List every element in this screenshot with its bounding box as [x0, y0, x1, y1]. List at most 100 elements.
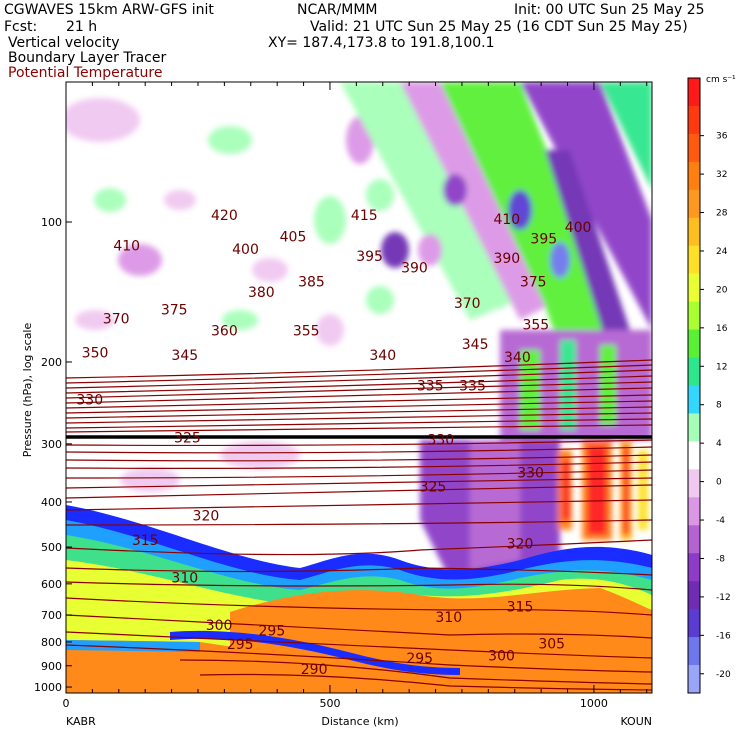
header-field-vertical-velocity: Vertical velocity [8, 35, 120, 51]
x-tick-label: 500 [319, 697, 340, 710]
boundary-layer-tracer [66, 505, 652, 693]
x-axis-left-station: KABR [66, 715, 96, 728]
colorbar-swatch [688, 665, 700, 694]
theta-contour-label: 355 [293, 324, 320, 340]
colorbar-swatch [688, 385, 700, 414]
header-model: CGWAVES 15km ARW-GFS init [4, 2, 214, 18]
theta-contour-label: 400 [232, 242, 259, 258]
colorbar-swatch [688, 581, 700, 610]
colorbar-label: 32 [716, 170, 727, 180]
y-tick-label: 100 [41, 216, 62, 229]
theta-contours [66, 359, 652, 691]
plot-frame [65, 81, 653, 694]
colorbar-swatch [688, 245, 700, 275]
y-tick-label: 300 [41, 438, 62, 451]
header-field-bl-tracer: Boundary Layer Tracer [8, 50, 167, 66]
theta-contour-label: 295 [227, 637, 254, 653]
header-xy: XY= 187.4,173.8 to 191.8,100.1 [268, 35, 495, 51]
header-valid: Valid: 21 UTC Sun 25 May 25 (16 CDT Sun … [310, 19, 688, 35]
header-init: Init: 00 UTC Sun 25 May 25 [514, 2, 705, 18]
theta-contour-label: 345 [462, 337, 489, 353]
colorbar-swatch [688, 161, 700, 191]
theta-contour-label: 415 [351, 208, 378, 224]
colorbar-frame [687, 77, 701, 694]
y-tick-label: 900 [41, 660, 62, 673]
header-fcst-label: Fcst: [4, 19, 38, 35]
theta-contour-label: 390 [401, 261, 428, 277]
y-tick-label: 200 [41, 356, 62, 369]
theta-contour-label: 295 [259, 624, 286, 640]
colorbar-label: -8 [716, 554, 725, 564]
header-field-theta: Potential Temperature [8, 65, 163, 81]
theta-contour-label: 335 [459, 379, 486, 395]
theta-contour-label: 370 [454, 296, 481, 312]
theta-contour-label: 340 [504, 350, 531, 366]
colorbar-swatch [688, 133, 700, 163]
theta-contour-label: 330 [517, 465, 544, 481]
colorbar-label: -12 [716, 593, 731, 603]
theta-contour-label: 340 [369, 348, 396, 364]
colorbar-swatch [688, 301, 700, 331]
colorbar-label: -20 [716, 670, 731, 680]
y-tick-label: 500 [41, 541, 62, 554]
theta-contour-label: 360 [211, 324, 238, 340]
colorbar-label: 16 [716, 324, 728, 334]
y-tick-label: 400 [41, 496, 62, 509]
theta-contour-label: 305 [538, 636, 565, 652]
colorbar-swatch [688, 553, 700, 582]
theta-contour-label: 370 [103, 311, 130, 327]
y-tick-label: 1000 [34, 681, 62, 694]
x-axis-right-station: KOUN [620, 715, 652, 728]
colorbar-label: 4 [716, 439, 722, 449]
colorbar-swatch [688, 105, 700, 135]
theta-contour-label: 310 [171, 571, 198, 587]
colorbar-label: -16 [716, 631, 731, 641]
colorbar-swatch [688, 78, 700, 107]
theta-contour-label: 330 [76, 392, 103, 408]
theta-contour-label: 390 [493, 251, 520, 267]
colorbar-swatch [688, 273, 700, 303]
theta-contour-label: 380 [248, 285, 275, 301]
colorbar-label: 20 [716, 285, 728, 295]
header-fcst-value: 21 h [66, 19, 98, 35]
colorbar-label: 28 [716, 209, 728, 219]
colorbar-swatch [688, 637, 700, 666]
theta-contour-label: 405 [280, 230, 307, 246]
colorbar-swatch [688, 609, 700, 638]
y-axis-label: Pressure (hPa), log scale [21, 323, 34, 458]
theta-contour-label: 395 [530, 231, 557, 247]
colorbar: 36 32 28 24 20 16 12 8 4 0 -4 -8 -12 -16 -20 [687, 77, 731, 694]
theta-contour-label: 385 [298, 275, 325, 291]
theta-contour-label: 320 [193, 509, 220, 525]
colorbar-swatch [688, 217, 700, 247]
theta-contour-label: 355 [522, 318, 549, 334]
colorbar-label: 36 [716, 132, 728, 142]
colorbar-swatch [688, 329, 700, 359]
theta-contour-label: 325 [174, 430, 201, 446]
colorbar-swatch [688, 189, 700, 219]
y-tick-label: 700 [41, 609, 62, 622]
theta-contour-label: 300 [206, 618, 233, 634]
colorbar-swatch [688, 525, 700, 554]
theta-contour-label: 345 [171, 348, 198, 364]
theta-contour-label: 315 [507, 600, 534, 616]
theta-contour-label: 310 [435, 610, 462, 626]
colorbar-swatch [688, 413, 700, 442]
x-tick-label: 0 [63, 697, 70, 710]
theta-contour-label: 315 [132, 533, 159, 549]
x-tick-label: 1000 [580, 697, 608, 710]
colorbar-swatch [688, 441, 700, 470]
theta-contour-label: 410 [113, 239, 140, 255]
theta-contour-label: 395 [356, 249, 383, 265]
y-axis: 100 200 300 400 500 600 700 800 900 1000 [34, 216, 72, 694]
x-axis-label: Distance (km) [321, 715, 398, 728]
y-tick-label: 800 [41, 636, 62, 649]
colorbar-swatch [688, 497, 700, 526]
colorbar-label: 8 [716, 401, 722, 411]
theta-contour-label: 295 [406, 651, 433, 667]
theta-contour-label: 290 [301, 662, 328, 678]
header-org: NCAR/MMM [297, 2, 378, 18]
theta-contour-label: 300 [488, 649, 515, 665]
theta-contour-label: 350 [82, 346, 109, 362]
